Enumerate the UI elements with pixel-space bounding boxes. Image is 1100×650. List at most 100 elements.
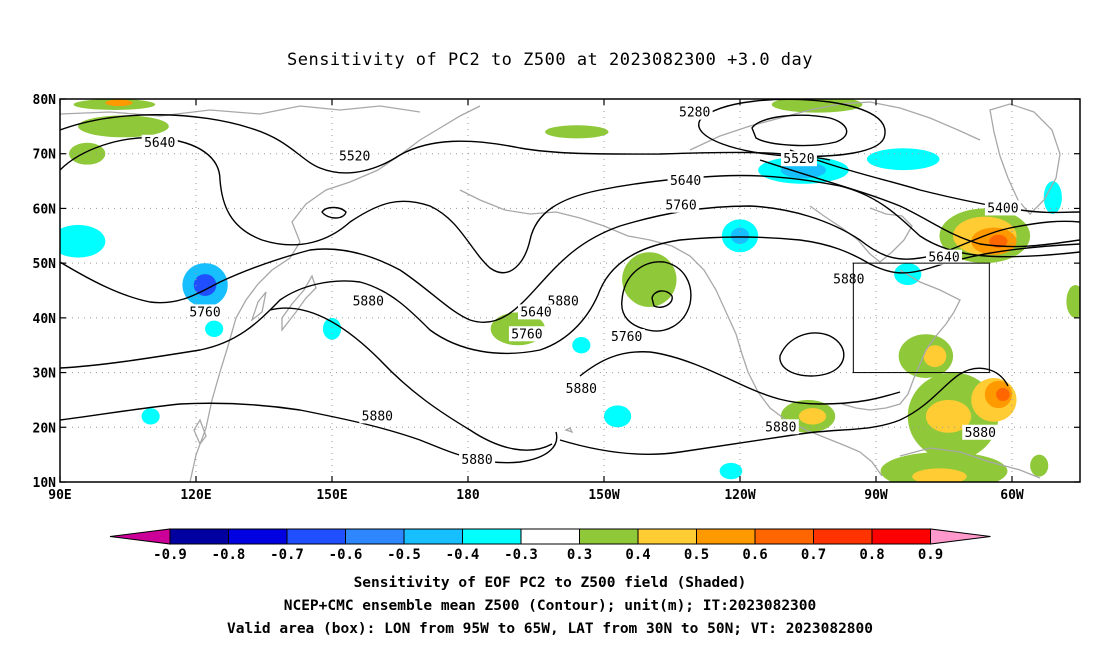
- sensitivity-patch: [989, 234, 1008, 248]
- coast-philippines: [193, 418, 207, 446]
- colorbar: -0.9 -0.8 -0.7 -0.6 -0.5 -0.4 -0.3 0.3 0.4 0.5 0.6…: [109, 528, 991, 563]
- contour-label: 5640: [520, 305, 551, 320]
- coast-japan: [281, 274, 317, 332]
- colorbar-swatch: [871, 528, 931, 545]
- contour-label-bg: [187, 304, 224, 320]
- contour-label-bg: [508, 326, 545, 342]
- contour-label-bg: [459, 452, 496, 468]
- colorbar-swatch: [228, 528, 288, 545]
- sensitivity-patch: [912, 468, 967, 482]
- contour-5280-inner: [751, 114, 848, 147]
- coast-siberia: [60, 105, 421, 117]
- colorbar-low-end: [109, 528, 171, 545]
- caption-line-2: NCEP+CMC ensemble mean Z500 (Contour); u…: [283, 598, 817, 614]
- colorbar-swatch: [345, 528, 405, 545]
- sensitivity-patch: [925, 399, 972, 433]
- contour-label-bg: [830, 271, 867, 287]
- coast-us-east: [841, 269, 961, 411]
- contour-label-bg: [518, 304, 554, 320]
- colorbar-label: -0.8: [212, 547, 246, 563]
- contour-label-bg: [608, 329, 645, 345]
- sensitivity-patch: [996, 387, 1010, 402]
- contour-label-bg: [667, 173, 704, 189]
- lat-tick-label: 10N: [33, 476, 57, 491]
- sensitivity-patch: [78, 115, 169, 138]
- sensitivity-patch: [730, 227, 750, 244]
- contour-label-bg: [762, 419, 799, 435]
- contour-label: 5520: [783, 152, 814, 167]
- colorbar-label: -0.6: [329, 547, 363, 563]
- page-title: Sensitivity of PC2 to Z500 at 2023082300…: [286, 50, 813, 70]
- colorbar-swatch: [696, 528, 756, 545]
- contour-label-bg: [563, 380, 600, 396]
- z500-contours: [60, 99, 1080, 464]
- contour-label-bg: [336, 148, 373, 164]
- lat-tick-label: 70N: [33, 148, 57, 163]
- sensitivity-patch: [798, 408, 827, 425]
- contour-5760-inner: [651, 290, 673, 308]
- plot-frame: [59, 98, 1081, 483]
- contour-label: 5760: [189, 305, 220, 320]
- colorbar-swatch: [520, 528, 580, 545]
- colorbar-label: -0.5: [387, 547, 421, 563]
- contour-label: 5760: [611, 330, 642, 345]
- sensitivity-patch: [141, 408, 160, 425]
- lat-tick-label: 60N: [33, 202, 57, 217]
- sensitivity-patch: [880, 451, 1008, 482]
- contour-label: 5880: [353, 294, 384, 309]
- lon-tick-label: 150W: [588, 488, 619, 503]
- coast-hawaii: [564, 427, 574, 434]
- contour-label-bg: [780, 151, 817, 167]
- sensitivity-patch: [572, 337, 591, 354]
- sensitivity-patch: [105, 99, 133, 107]
- contour-label: 5640: [144, 136, 175, 151]
- lon-tick-label: 150E: [316, 488, 347, 503]
- sensitivity-patch: [322, 317, 342, 340]
- contour-label-bg: [676, 104, 713, 120]
- contour-5880-main: [60, 236, 1080, 369]
- contour-5520-west: [60, 114, 831, 174]
- colorbar-swatch: [286, 528, 346, 545]
- coast-greenland: [989, 103, 1061, 215]
- contour-label: 5280: [679, 106, 710, 121]
- colorbar-label: -0.3: [504, 547, 538, 563]
- colorbar-swatch: [462, 528, 522, 545]
- colorbar-label: 0.7: [801, 547, 826, 563]
- contour-label-bg: [141, 134, 178, 150]
- contour-label: 5880: [765, 420, 796, 435]
- contour-5760-low: [621, 261, 692, 332]
- contour-label-bg: [984, 200, 1021, 216]
- lon-tick-label: 180: [456, 488, 480, 503]
- contour-5880-south: [60, 402, 558, 464]
- colorbar-swatch: [813, 528, 873, 545]
- lon-tick-label: 90W: [864, 488, 888, 503]
- contour-5880-pacific: [579, 351, 901, 405]
- contour-label: 5880: [965, 426, 996, 441]
- contour-label-bg: [545, 293, 582, 309]
- sensitivity-patch: [1066, 285, 1080, 318]
- lon-tick-label: 120W: [724, 488, 755, 503]
- coast-korea: [250, 291, 267, 322]
- sensitivity-patch: [60, 224, 106, 258]
- coast-east-asia: [189, 105, 481, 482]
- colorbar-swatch: [637, 528, 697, 545]
- lon-tick-label: 120E: [180, 488, 211, 503]
- sensitivity-patch: [1043, 181, 1062, 214]
- sensitivity-patch: [866, 148, 940, 171]
- lat-tick-label: 80N: [33, 93, 57, 108]
- lat-tick-label: 30N: [33, 367, 57, 382]
- lat-tick-label: 50N: [33, 257, 57, 272]
- sensitivity-patch: [923, 345, 947, 368]
- contour-label: 5760: [511, 327, 542, 342]
- coast-south-america: [899, 447, 1041, 479]
- colorbar-label: 0.9: [918, 547, 943, 563]
- contour-label-bg: [926, 249, 962, 265]
- sensitivity-patch: [205, 320, 224, 338]
- sensitivity-patch: [622, 252, 677, 307]
- lat-tick-label: 20N: [33, 421, 57, 436]
- contour-label: 5880: [566, 382, 597, 397]
- contour-label-bg: [350, 293, 387, 309]
